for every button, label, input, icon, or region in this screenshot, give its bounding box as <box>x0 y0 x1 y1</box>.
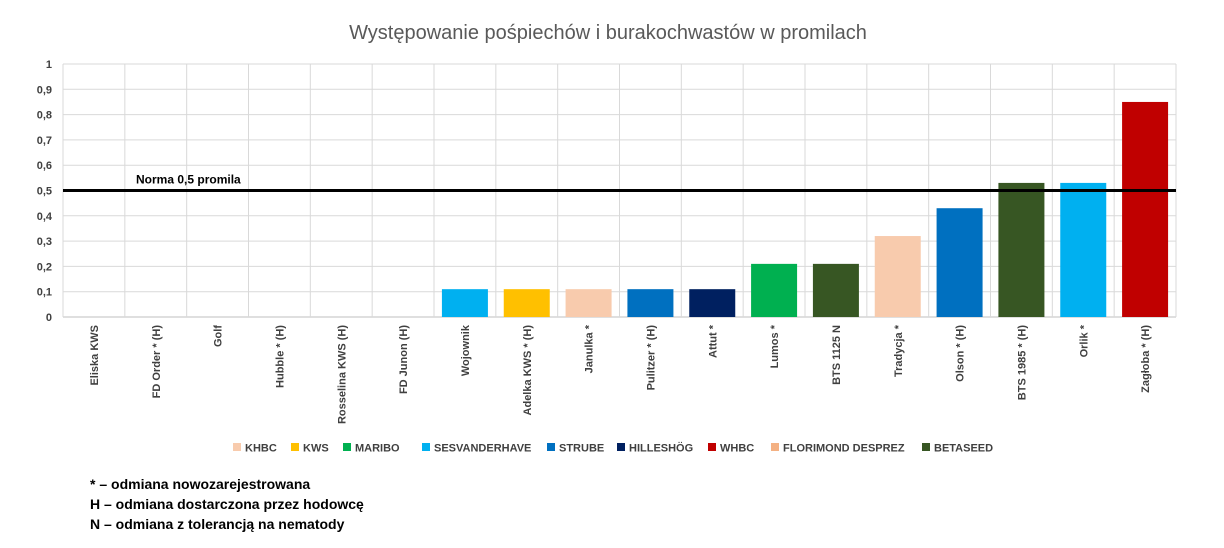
legend-swatch <box>422 443 430 451</box>
reference-line-label: Norma 0,5 promila <box>136 173 241 187</box>
legend-label: WHBC <box>720 443 754 455</box>
bar <box>751 263 798 317</box>
bar <box>998 182 1045 317</box>
x-category-label: BTS 1985 * (H) <box>1016 325 1028 401</box>
legend-label: FLORIMOND DESPREZ <box>783 443 905 455</box>
y-tick-label: 0,5 <box>37 186 52 198</box>
bar <box>565 289 612 317</box>
y-axis-ticks: 0 0,1 0,2 0,3 0,4 0,5 0,6 0,7 0,8 0,9 1 <box>37 59 53 324</box>
legend-swatch <box>291 443 299 451</box>
x-category-label: Zagłoba * (H) <box>1140 325 1152 393</box>
legend-label: SESVANDERHAVE <box>434 443 531 455</box>
bar <box>874 236 921 317</box>
bar <box>1122 101 1169 317</box>
x-category-label: Tradycja * <box>893 324 905 377</box>
legend-label: HILLESHÖG <box>629 442 693 455</box>
y-tick-label: 0,6 <box>37 160 52 172</box>
x-category-label: Janulka * <box>584 324 596 373</box>
x-category-label: Golf <box>213 325 225 347</box>
y-tick-label: 0,1 <box>37 287 52 299</box>
chart: Występowanie pośpiechów i burakochwastów… <box>37 22 1177 455</box>
bars <box>441 101 1169 317</box>
x-category-label: Eliska KWS <box>89 325 101 386</box>
y-tick-label: 0,7 <box>37 135 52 147</box>
legend-label: KHBC <box>245 443 277 455</box>
x-category-label: Rosselina KWS (H) <box>336 325 348 424</box>
legend-swatch <box>233 443 241 451</box>
reference-line: Norma 0,5 promila <box>63 173 1176 192</box>
legend-swatch <box>922 443 930 451</box>
y-tick-label: 1 <box>46 59 52 71</box>
bar <box>812 263 859 317</box>
bar <box>627 289 674 317</box>
chart-title: Występowanie pośpiechów i burakochwastów… <box>349 22 867 44</box>
legend-swatch <box>547 443 555 451</box>
footnote-asterisk: * – odmiana nowozarejestrowana <box>90 476 311 492</box>
footnote-n: N – odmiana z tolerancją na nematody <box>90 516 345 532</box>
x-category-label: Wojownik <box>460 324 472 376</box>
bar <box>1060 182 1107 317</box>
x-category-label: Orlik * <box>1078 324 1090 357</box>
x-category-label: FD Order * (H) <box>151 325 163 399</box>
bar <box>441 289 488 317</box>
legend-swatch <box>617 443 625 451</box>
x-category-label: Lumos * <box>769 324 781 368</box>
x-category-label: BTS 1125 N <box>831 325 843 385</box>
legend-label: STRUBE <box>559 443 604 455</box>
y-tick-label: 0,2 <box>37 261 52 273</box>
x-category-label: Hubble * (H) <box>274 325 286 388</box>
x-axis-labels: Eliska KWS FD Order * (H) Golf Hubble * (H)… <box>89 324 1152 424</box>
x-category-label: Pulitzer * (H) <box>645 325 657 391</box>
x-category-label: FD Junon (H) <box>398 325 410 394</box>
x-category-label: Adelka KWS * (H) <box>522 325 534 416</box>
bar <box>503 289 550 317</box>
y-tick-label: 0,8 <box>37 110 52 122</box>
legend-label: BETASEED <box>934 443 993 455</box>
footnotes: * – odmiana nowozarejestrowana H – odmia… <box>90 474 364 534</box>
footnote-h: H – odmiana dostarczona przez hodowcę <box>90 496 364 512</box>
legend-swatch <box>771 443 779 451</box>
legend-label: MARIBO <box>355 443 400 455</box>
y-tick-label: 0 <box>46 312 52 324</box>
x-category-label: Attut * <box>707 324 719 358</box>
y-tick-label: 0,9 <box>37 84 52 96</box>
x-category-label: Olson * (H) <box>955 325 967 382</box>
legend-swatch <box>343 443 351 451</box>
y-tick-label: 0,4 <box>37 211 53 223</box>
bar <box>689 289 736 317</box>
legend-swatch <box>708 443 716 451</box>
legend-label: KWS <box>303 443 329 455</box>
y-tick-label: 0,3 <box>37 236 52 248</box>
bar <box>936 208 983 317</box>
legend: KHBC KWS MARIBO SESVANDERHAVE STRUBE HILLESHÖ… <box>233 442 993 455</box>
